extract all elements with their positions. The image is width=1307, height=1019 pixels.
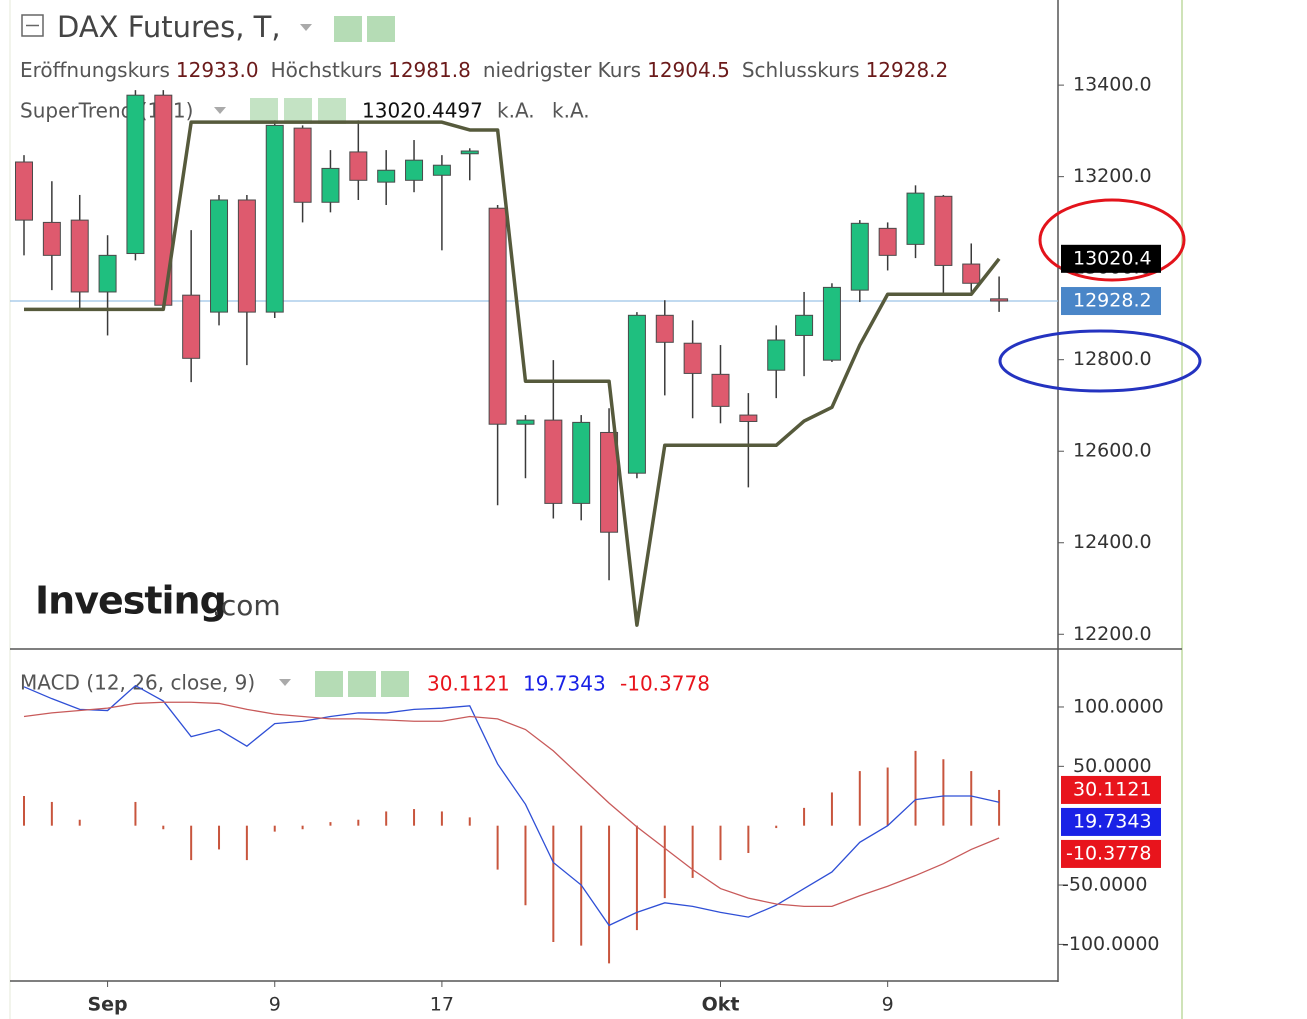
candle-body [544, 419, 563, 504]
eye-button[interactable] [334, 16, 362, 42]
settings-button[interactable] [284, 98, 312, 124]
macd-title: MACD (12, 26, close, 9) [20, 671, 255, 695]
candle-body [377, 169, 396, 183]
candle-body [15, 161, 33, 221]
y-tick-label: 12800.0 [1073, 348, 1152, 370]
candle-body [126, 94, 145, 255]
candle-body [990, 298, 1009, 302]
settings-button[interactable] [348, 671, 376, 697]
candle-body [767, 339, 786, 371]
candle-body [98, 254, 117, 293]
candle-body [293, 127, 312, 203]
dropdown[interactable] [214, 107, 226, 114]
legend-value: 12981.8 [388, 58, 471, 82]
candle-body [210, 199, 229, 313]
indicator-value: k.A. [497, 99, 535, 123]
y-tick-label: -100.0000 [1062, 933, 1160, 955]
dropdown[interactable] [300, 24, 312, 31]
annotation-ellipse [998, 329, 1202, 393]
dropdown[interactable] [279, 679, 291, 686]
supertrend-axis-box [1061, 244, 1161, 273]
x-tick-label: Okt [702, 994, 740, 1016]
candle-body [683, 342, 702, 374]
candle-body [349, 151, 368, 181]
candle-body [321, 167, 340, 203]
y-tick-label: 50.0000 [1073, 755, 1152, 777]
macd-legend-value: 30.1121 [427, 672, 510, 696]
candle-body [627, 314, 646, 474]
legend-value: 12928.2 [866, 58, 949, 82]
macd-axis-label: 30.1121 [1073, 778, 1152, 800]
candle-body [600, 431, 619, 533]
candle-body [516, 419, 535, 425]
legend-value: 12904.5 [647, 58, 730, 82]
candle-body [906, 192, 925, 245]
supertrend-axis-label: 13020.4 [1073, 247, 1152, 269]
y-tick-label: 12600.0 [1073, 440, 1152, 462]
remove-button[interactable] [318, 98, 346, 124]
candle-body [878, 227, 897, 256]
x-tick-label: 17 [430, 994, 454, 1016]
candle-body [42, 221, 61, 256]
x-tick-label: Sep [87, 994, 127, 1016]
settings-button[interactable] [367, 16, 395, 42]
macd-line [23, 701, 1000, 908]
candle-body [739, 414, 758, 422]
macd-line [23, 684, 1000, 927]
ohlc-legend: Eröffnungskurs 12933.0 Höchstkurs 12981.8 ni… [20, 58, 948, 82]
candle-body [850, 222, 869, 291]
y-tick-label: 12400.0 [1073, 531, 1152, 553]
indicator-value: k.A. [552, 99, 590, 123]
y-tick-label: 13400.0 [1073, 74, 1152, 96]
legend-name: niedrigster Kurs [483, 58, 641, 82]
annotation-ellipse [1038, 198, 1186, 282]
candle-body [182, 294, 201, 359]
candle-body [822, 286, 841, 361]
watermark-suffix: .com [212, 589, 281, 622]
last-price-label: 12928.2 [1073, 290, 1152, 312]
remove-button[interactable] [381, 671, 409, 697]
supertrend-line [24, 120, 1001, 627]
chart-title: DAX Futures, T, [57, 10, 281, 44]
indicator-value: 13020.4497 [362, 99, 483, 123]
macd-axis-label: -10.3778 [1066, 842, 1151, 864]
candle-body [795, 314, 814, 336]
collapse-button[interactable] [21, 14, 44, 37]
macd-axis-box [1061, 775, 1161, 804]
candle-body [70, 219, 89, 293]
macd-legend-value: 19.7343 [523, 672, 606, 696]
macd-axis-box [1061, 839, 1161, 868]
y-tick-label: -50.0000 [1062, 874, 1147, 896]
eye-button[interactable] [250, 98, 278, 124]
legend-name: Höchstkurs [271, 58, 383, 82]
candle-body [405, 159, 424, 181]
x-tick-label: 9 [882, 994, 894, 1016]
eye-button[interactable] [315, 671, 343, 697]
y-tick-label: 13200.0 [1073, 165, 1152, 187]
candle-body [265, 124, 284, 313]
x-tick-label: 9 [269, 994, 281, 1016]
macd-legend-value: -10.3778 [620, 672, 710, 696]
watermark-brand: Investing [35, 579, 226, 623]
candle-body [237, 199, 256, 313]
candle-body [934, 195, 953, 266]
legend-name: Eröffnungskurs [20, 58, 170, 82]
candle-body [962, 263, 981, 284]
macd-axis-box [1061, 807, 1161, 836]
y-tick-label: 100.0000 [1073, 695, 1164, 717]
macd-axis-label: 19.7343 [1073, 810, 1152, 832]
y-tick-label: 12200.0 [1073, 623, 1152, 645]
candle-body [711, 373, 730, 407]
legend-name: Schlusskurs [742, 58, 860, 82]
candle-body [655, 314, 674, 343]
legend-value: 12933.0 [176, 58, 259, 82]
candle-body [432, 164, 451, 176]
candle-body [572, 421, 591, 504]
candle-body [460, 150, 479, 155]
last-price-box [1061, 287, 1161, 316]
candle-body [488, 207, 507, 425]
